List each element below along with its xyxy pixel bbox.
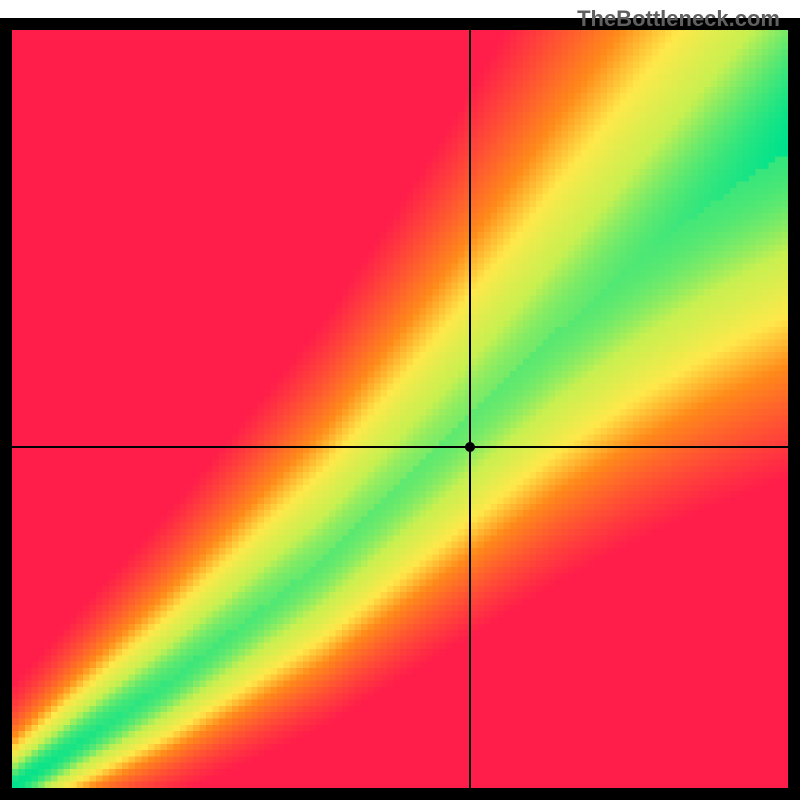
heatmap-canvas bbox=[12, 30, 788, 788]
crosshair-horizontal bbox=[12, 446, 788, 448]
crosshair-dot bbox=[465, 442, 475, 452]
heatmap-plot bbox=[12, 30, 788, 788]
watermark-label: TheBottleneck.com bbox=[577, 6, 780, 32]
crosshair-vertical bbox=[469, 30, 471, 788]
